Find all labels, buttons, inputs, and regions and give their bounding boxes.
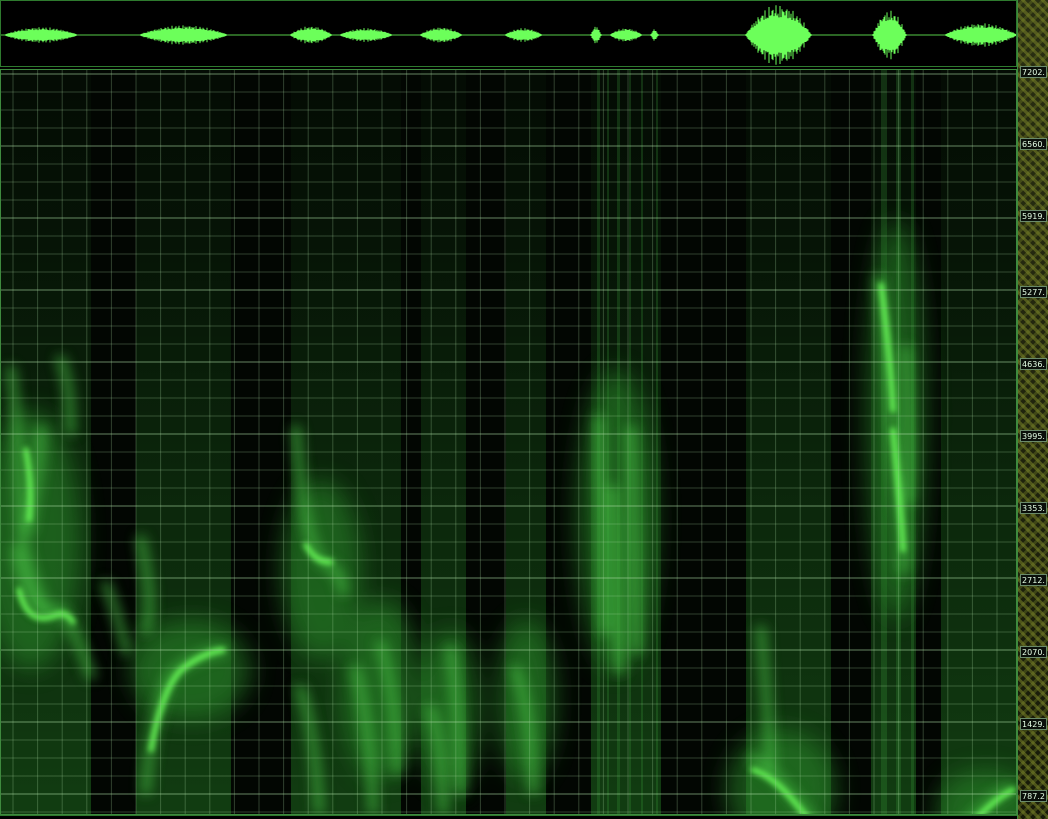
frequency-label: 2070. xyxy=(1020,646,1047,658)
frequency-label: 4636. xyxy=(1020,358,1047,370)
spectrogram-view[interactable] xyxy=(0,69,1017,815)
waveform-overview[interactable] xyxy=(0,0,1017,67)
bottom-edge xyxy=(0,815,1017,819)
frequency-label: 3995. xyxy=(1020,430,1047,442)
frequency-label: 1429. xyxy=(1020,718,1047,730)
frequency-label: 7202. xyxy=(1020,66,1047,78)
frequency-label: 6560. xyxy=(1020,138,1047,150)
waveform-trace xyxy=(1,5,1016,65)
spectrogram-grid xyxy=(1,70,1016,814)
frequency-label: 2712. xyxy=(1020,574,1047,586)
frequency-label: 5277. xyxy=(1020,286,1047,298)
frequency-label: 3353. xyxy=(1020,502,1047,514)
frequency-label: 5919. xyxy=(1020,210,1047,222)
frequency-scale: 7202. 6560. 5919. 5277. 4636. 3995. 3353. 2712.… xyxy=(1017,0,1048,819)
spectrogram-canvas xyxy=(1,70,1016,814)
frequency-label: 787.2 xyxy=(1020,790,1047,802)
